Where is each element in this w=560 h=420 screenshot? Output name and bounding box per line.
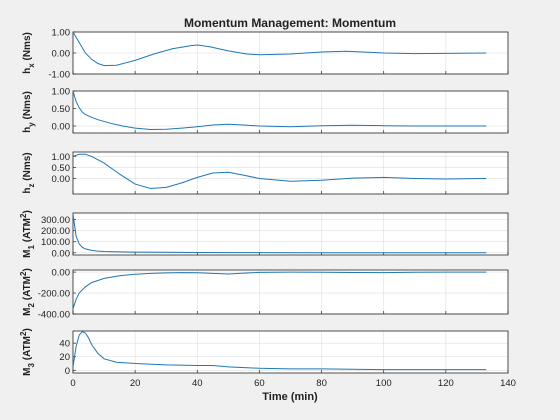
y-tick-label: 0.00 — [52, 122, 71, 133]
series-line — [72, 214, 487, 254]
y-tick-label: 0.00 — [52, 268, 71, 279]
y-axis-label: M3 (ATM2) — [19, 328, 36, 376]
subplot-3: 0.000.501.00 hz (Nms) — [22, 151, 509, 195]
y-tick-label: 1.00 — [52, 152, 71, 163]
y-tick-label: 0.00 — [52, 49, 71, 60]
axes-box — [72, 269, 509, 315]
y-axis-label: hx (Nms) — [22, 32, 36, 74]
subplot-2: 0.00 0.50 1.00 hy (Nms) — [22, 87, 509, 134]
y-tick-label: 100.00 — [41, 237, 70, 248]
series-line — [72, 90, 487, 131]
y-tick-label: 0.00 — [52, 248, 71, 259]
y-tick-label: -200.00 — [38, 289, 70, 300]
y-axis-label: M2 (ATM2) — [19, 268, 36, 316]
y-axis-label: hz (Nms) — [22, 152, 36, 193]
series-line — [72, 271, 487, 309]
series-line — [72, 153, 487, 190]
plot-area — [73, 270, 508, 314]
y-tick-label: 40 — [59, 339, 70, 350]
subplot-1: -1.00 0.00 1.00 hx (Nms) — [22, 28, 509, 81]
y-axis-label: hy (Nms) — [22, 91, 36, 133]
axes-box — [72, 151, 509, 195]
x-tick-label: 40 — [192, 378, 203, 389]
y-tick-label: 20 — [59, 352, 70, 363]
y-tick-label: -400.00 — [38, 310, 70, 321]
y-tick-label: 200.00 — [41, 226, 70, 237]
series-line — [72, 331, 487, 371]
y-tick-label: 0.50 — [52, 163, 71, 174]
x-tick-label: 120 — [438, 378, 454, 389]
x-tick-label: 100 — [376, 378, 392, 389]
plot-area — [73, 331, 508, 373]
axes-box — [72, 90, 509, 134]
chart-title: Momentum Management: Momentum — [184, 16, 396, 30]
x-tick-label: 0 — [70, 378, 75, 389]
y-tick-label: 1.00 — [52, 28, 71, 39]
x-tick-label: 140 — [500, 378, 516, 389]
y-tick-label: 1.00 — [52, 87, 71, 98]
axes-box — [72, 212, 509, 256]
x-axis-label: Time (min) — [262, 391, 318, 403]
plot-area — [73, 213, 508, 255]
axes-box — [72, 330, 509, 374]
series-line — [72, 31, 487, 67]
y-tick-label: -1.00 — [48, 70, 70, 81]
plot-area — [73, 152, 508, 194]
y-tick-label: 0.50 — [52, 104, 71, 115]
x-tick-label: 80 — [316, 378, 327, 389]
y-tick-label: 0.00 — [52, 174, 71, 185]
subplot-5: -400.00 -200.00 0.00 M2 (ATM2) — [19, 268, 509, 321]
y-axis-label: M1 (ATM2) — [19, 210, 36, 258]
x-tick-label: 60 — [254, 378, 265, 389]
y-tick-label: 300.00 — [41, 215, 70, 226]
y-tick-label: 0 — [65, 366, 70, 377]
subplot-6: 0 20 40 0 20 40 60 80 100 120 140 M3 (ATM2) — [19, 328, 516, 389]
x-tick-label: 20 — [130, 378, 141, 389]
